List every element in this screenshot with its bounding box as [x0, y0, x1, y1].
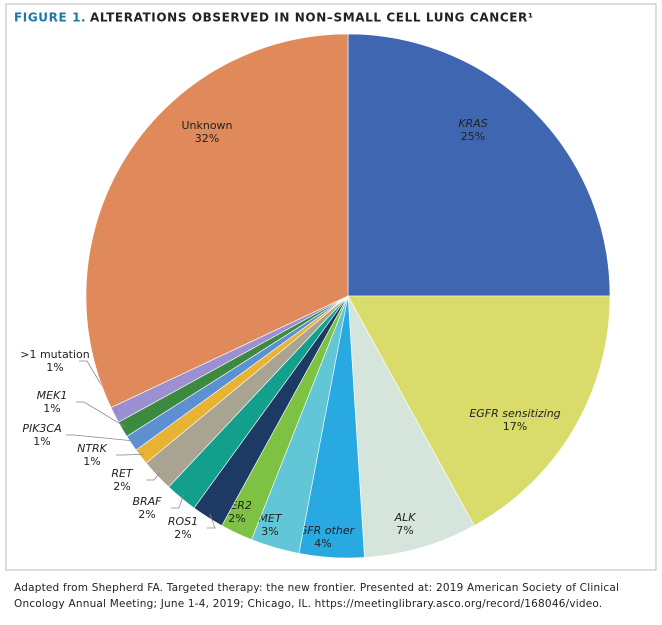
slice-label: PIK3CA [22, 422, 61, 435]
leader-line [76, 401, 127, 428]
slice-label: >1 mutation [20, 348, 90, 361]
slice-label: EGFR sensitizing [469, 407, 560, 420]
slice-label: ROS1 [168, 515, 198, 528]
slice-label: KRAS [458, 117, 487, 130]
frame [5, 3, 657, 571]
leader-line [171, 494, 184, 509]
slice-label: Unknown [181, 119, 232, 132]
slice-value-label: 2% [174, 528, 191, 541]
pie-slice [347, 295, 611, 526]
leader-line [207, 513, 216, 529]
slice-value-label: 1% [46, 361, 63, 374]
slice-label: MEK1 [37, 389, 68, 402]
leader-line [66, 434, 135, 442]
figure-label: FIGURE 1. [14, 11, 86, 25]
slice-label: NTRK [77, 442, 108, 455]
slice-value-label: 7% [396, 524, 413, 537]
slice-value-label: 2% [138, 508, 155, 521]
slice-label: BRAF [132, 495, 162, 508]
chart-title: ALTERATIONS OBSERVED IN NON–SMALL CELL L… [90, 11, 534, 25]
slice-value-label: 25% [461, 130, 485, 143]
slice-label: RET [111, 467, 134, 480]
slice-label: MET [258, 512, 282, 525]
slice-value-label: 1% [83, 455, 100, 468]
slice-value-label: 2% [228, 512, 245, 525]
slice-value-label: 32% [195, 132, 219, 145]
slice-value-label: 3% [261, 525, 278, 538]
source-note: Adapted from Shepherd FA. Targeted thera… [14, 582, 620, 610]
slice-value-label: 4% [314, 537, 331, 550]
slice-value-label: 1% [43, 402, 60, 415]
slice-value-label: 1% [33, 435, 50, 448]
slice-label: EGFR other [292, 524, 356, 537]
slice-value-label: 2% [113, 480, 130, 493]
leader-line [116, 453, 145, 456]
slice-label: ALK [394, 511, 417, 524]
pie-slice [347, 295, 475, 558]
pie-slice [347, 33, 611, 297]
leader-line [146, 472, 161, 481]
pie-slice [85, 33, 349, 408]
slice-value-label: 17% [503, 420, 527, 433]
